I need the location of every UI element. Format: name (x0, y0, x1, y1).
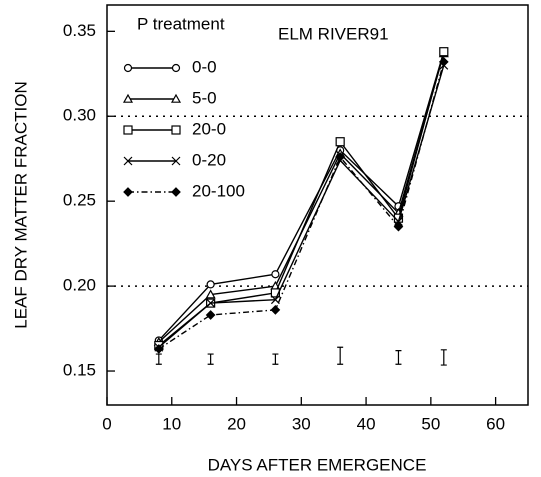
error-bar (155, 353, 162, 365)
y-axis-label: LEAF DRY MATTER FRACTION (11, 81, 30, 328)
y-tick-label: 0.20 (63, 276, 96, 295)
marker (171, 187, 181, 197)
x-tick-label: 0 (102, 414, 111, 433)
legend-title: P treatment (137, 14, 225, 33)
marker (153, 344, 164, 354)
marker (205, 289, 216, 299)
marker (393, 221, 404, 232)
y-tick-label: 0.35 (63, 21, 96, 40)
error-bar (337, 346, 344, 365)
x-tick-label: 60 (486, 414, 505, 433)
marker (438, 57, 449, 67)
marker (123, 63, 133, 73)
legend-label: 5-0 (192, 88, 217, 107)
x-tick-label: 40 (357, 414, 376, 433)
marker (171, 156, 181, 166)
marker (170, 93, 182, 103)
marker (206, 298, 216, 308)
x-tick-label: 50 (421, 414, 440, 433)
marker (270, 288, 280, 298)
marker (205, 310, 216, 320)
marker (171, 63, 181, 73)
series-line (158, 51, 445, 341)
marker (271, 270, 280, 279)
legend-label: 20-0 (192, 119, 226, 138)
marker (123, 187, 133, 197)
error-bar (207, 353, 214, 365)
x-tick-label: 30 (292, 414, 311, 433)
marker (122, 93, 134, 103)
x-tick-label: 10 (162, 414, 181, 433)
error-bar (272, 353, 279, 365)
marker (270, 305, 281, 315)
legend-label: 20-100 (192, 181, 245, 200)
marker (206, 280, 215, 289)
plot-frame (106, 4, 529, 406)
error-bar (440, 349, 447, 366)
marker (171, 125, 181, 135)
series-line (158, 65, 445, 348)
marker (270, 295, 280, 305)
marker (335, 152, 346, 162)
y-tick-label: 0.30 (63, 106, 96, 125)
marker (123, 156, 133, 166)
y-tick-label: 0.15 (63, 361, 96, 380)
series-line (158, 53, 445, 343)
x-tick-label: 20 (227, 414, 246, 433)
error-bar (395, 350, 402, 365)
marker (123, 125, 133, 135)
annotation: ELM RIVER91 (278, 24, 389, 43)
x-axis-label: DAYS AFTER EMERGENCE (208, 455, 427, 474)
y-tick-label: 0.25 (63, 191, 96, 210)
marker (439, 47, 449, 57)
marker (335, 137, 345, 147)
legend-label: 0-20 (192, 150, 226, 169)
legend-label: 0-0 (192, 57, 217, 76)
